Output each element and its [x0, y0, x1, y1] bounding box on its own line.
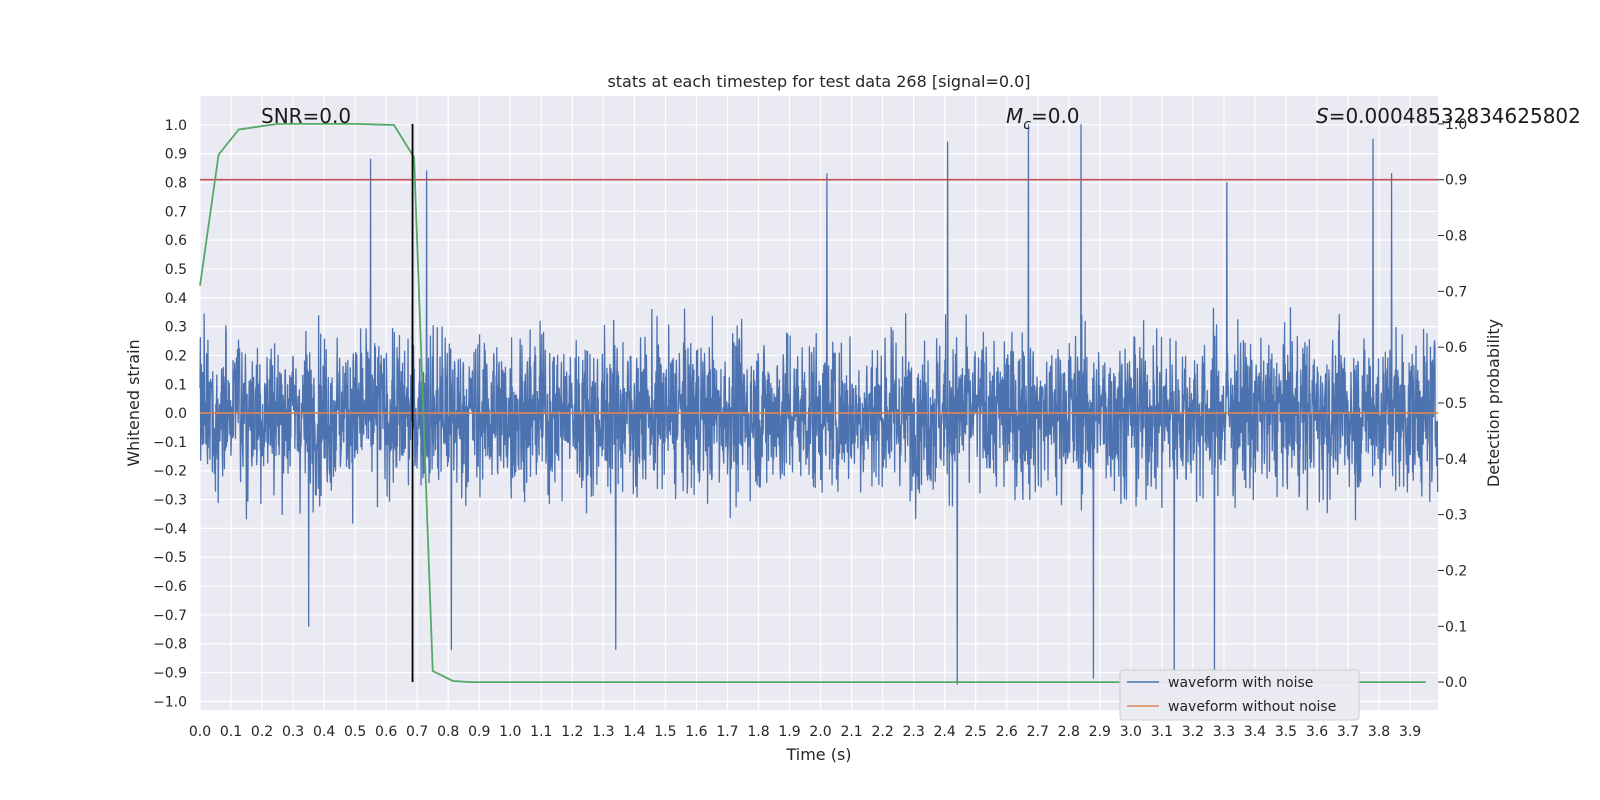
data-layer — [199, 123, 1439, 685]
y2-tick-label: 0.7 — [1445, 284, 1467, 300]
x-tick-label: 0.8 — [437, 724, 459, 740]
x-tick-label: 0.0 — [189, 724, 211, 740]
x-tick-label: 0.4 — [313, 724, 335, 740]
y-tick-label: −0.5 — [153, 550, 187, 566]
x-tick-label: 0.7 — [406, 724, 428, 740]
x-tick-label: 0.3 — [282, 724, 304, 740]
y-tick-label: −0.7 — [153, 608, 187, 624]
x-tick-label: 3.2 — [1182, 724, 1204, 740]
y-tick-label: −0.8 — [153, 637, 187, 653]
mc-value: =0.0 — [1031, 104, 1080, 128]
y-tick-label: 0.6 — [165, 233, 187, 249]
y2-tick-label: 0.5 — [1445, 396, 1467, 412]
x-tick-label: 1.4 — [623, 724, 645, 740]
x-tick-label: 1.1 — [530, 724, 552, 740]
y-tick-label: 0.0 — [165, 406, 187, 422]
x-tick-label: 3.7 — [1337, 724, 1359, 740]
legend: waveform with noise waveform without noi… — [1119, 669, 1360, 721]
x-tick-label: 0.9 — [468, 724, 490, 740]
x-tick-label: 1.2 — [561, 724, 583, 740]
y-tick-label: −0.3 — [153, 493, 187, 509]
x-tick-label: 0.1 — [220, 724, 242, 740]
chart-title: stats at each timestep for test data 268… — [607, 72, 1030, 91]
x-tick-label: 1.9 — [778, 724, 800, 740]
x-tick-label: 2.4 — [934, 724, 956, 740]
x-tick-label: 2.1 — [840, 724, 862, 740]
y2-tick-label: 0.8 — [1445, 229, 1467, 245]
x-tick-label: 2.2 — [871, 724, 893, 740]
series-detection-probability — [199, 123, 1426, 683]
y-tick-label: 0.5 — [165, 262, 187, 278]
x-tick-label: 2.3 — [903, 724, 925, 740]
x-tick-label: 0.6 — [375, 724, 397, 740]
tick-labels: 0.0 0.1 0.2 0.3 0.4 0.5 0.6 0.7 0.8 0.9 1.0 1.1 1.2 1… — [153, 117, 1467, 740]
y2-tick-label: 0.2 — [1445, 563, 1467, 579]
legend-label-clean: waveform without noise — [1168, 699, 1336, 715]
x-tick-label: 1.7 — [716, 724, 738, 740]
x-tick-label: 3.9 — [1399, 724, 1421, 740]
mc-annotation: Mc=0.0 — [1006, 104, 1080, 133]
x-tick-label: 2.5 — [965, 724, 987, 740]
s-annotation: S=0.00048532834625802 — [1316, 104, 1581, 128]
x-tick-label: 1.0 — [499, 724, 521, 740]
y-tick-label: −1.0 — [153, 694, 187, 710]
y-tick-label: 0.3 — [165, 320, 187, 336]
y-tick-label: 0.4 — [165, 291, 187, 307]
x-tick-label: 1.8 — [747, 724, 769, 740]
y2-tick-label: 1.0 — [1445, 117, 1467, 133]
y-axis-label: Whitened strain — [124, 339, 143, 466]
x-tick-label: 3.8 — [1368, 724, 1390, 740]
y-tick-label: −0.4 — [153, 521, 187, 537]
y-tick-label: 0.7 — [165, 204, 187, 220]
y2-tick-label: 0.1 — [1445, 619, 1467, 635]
y-tick-label: −0.1 — [153, 435, 187, 451]
series-waveform-with-noise — [199, 124, 1439, 685]
x-tick-label: 1.6 — [685, 724, 707, 740]
y2-tick-label: 0.3 — [1445, 508, 1467, 524]
x-tick-label: 0.2 — [251, 724, 273, 740]
x-tick-label: 2.6 — [996, 724, 1018, 740]
x-tick-label: 3.0 — [1120, 724, 1142, 740]
y-tick-label: −0.9 — [153, 666, 187, 682]
x-tick-label: 2.8 — [1058, 724, 1080, 740]
mc-subscript: c — [1023, 117, 1031, 133]
y2-tick-label: 0.0 — [1445, 675, 1467, 691]
y-tick-label: 0.1 — [165, 377, 187, 393]
y2-tick-label: 0.9 — [1445, 173, 1467, 189]
x-tick-label: 3.6 — [1306, 724, 1328, 740]
x-tick-label: 0.5 — [344, 724, 366, 740]
x-tick-label: 3.5 — [1275, 724, 1297, 740]
s-value: =0.00048532834625802 — [1329, 104, 1581, 128]
legend-box — [1119, 669, 1360, 721]
x-tick-label: 3.4 — [1244, 724, 1266, 740]
x-tick-label: 2.9 — [1089, 724, 1111, 740]
x-tick-label: 2.0 — [809, 724, 831, 740]
x-tick-label: 2.7 — [1027, 724, 1049, 740]
x-tick-label: 1.5 — [654, 724, 676, 740]
x-axis-label: Time (s) — [785, 745, 851, 764]
x-tick-label: 3.1 — [1151, 724, 1173, 740]
y-tick-label: −0.6 — [153, 579, 187, 595]
y-tick-label: −0.2 — [153, 464, 187, 480]
y-tick-label: 0.2 — [165, 348, 187, 364]
y-tick-label: 0.8 — [165, 175, 187, 191]
s-symbol: S — [1316, 104, 1329, 128]
y-tick-label: 0.9 — [165, 147, 187, 163]
y2-axis-label: Detection probability — [1484, 319, 1503, 487]
mc-symbol: M — [1006, 104, 1023, 128]
snr-annotation: SNR=0.0 — [261, 104, 351, 128]
x-tick-label: 1.3 — [592, 724, 614, 740]
legend-label-noise: waveform with noise — [1168, 675, 1313, 691]
y2-tick-label: 0.6 — [1445, 340, 1467, 356]
x-tick-label: 3.3 — [1213, 724, 1235, 740]
y-tick-label: 1.0 — [165, 118, 187, 134]
y2-tick-label: 0.4 — [1445, 452, 1467, 468]
